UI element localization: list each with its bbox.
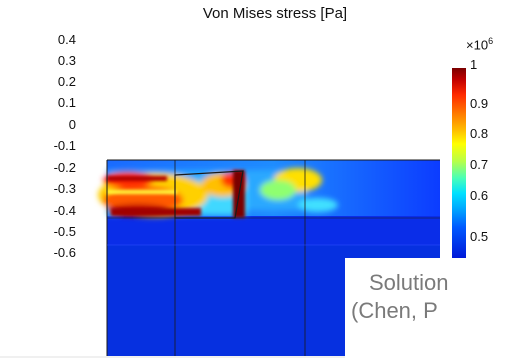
hot-streak	[107, 176, 167, 181]
hot-region	[260, 180, 296, 200]
y-tick-label: 0.3	[57, 53, 76, 68]
colorbar-label: 0.6	[470, 188, 489, 203]
y-tick-label: 0.2	[57, 74, 76, 89]
y-tick-label: 0.4	[57, 32, 76, 47]
colorbar	[452, 68, 466, 258]
colorbar-label: 0.9	[470, 96, 489, 111]
colorbar-multiplier: ×106	[466, 36, 493, 52]
colorbar-label: 0.5	[470, 229, 489, 244]
plot-title: Von Mises stress [Pa]	[202, 5, 348, 22]
y-tick-label: -0.3	[53, 181, 76, 196]
hot-streak	[107, 190, 177, 194]
plot-area	[83, 30, 440, 356]
colorbar-label: 0.7	[470, 157, 489, 172]
colorbar-label: 1	[470, 57, 478, 72]
y-tick-label: -0.1	[53, 138, 76, 153]
y-tick-label: 0	[68, 117, 76, 132]
colorbar-multiplier-base: ×10	[466, 37, 489, 53]
stress-field-svg	[98, 159, 440, 356]
caption-line-2: (Chen, P	[351, 298, 438, 323]
y-tick-label: -0.2	[53, 160, 76, 175]
caption-line-1: Solution	[369, 270, 449, 295]
y-tick-label: 0.1	[57, 95, 76, 110]
field-streak	[298, 198, 338, 212]
hot-streak	[111, 208, 201, 216]
caption-overlay: Solution (Chen, P	[345, 258, 511, 358]
y-tick-label: -0.4	[53, 203, 76, 218]
colorbar-label: 0.8	[470, 126, 489, 141]
y-tick-label: -0.5	[53, 224, 76, 239]
y-tick-label: -0.6	[53, 245, 76, 260]
colorbar-multiplier-exp: 6	[488, 36, 494, 46]
